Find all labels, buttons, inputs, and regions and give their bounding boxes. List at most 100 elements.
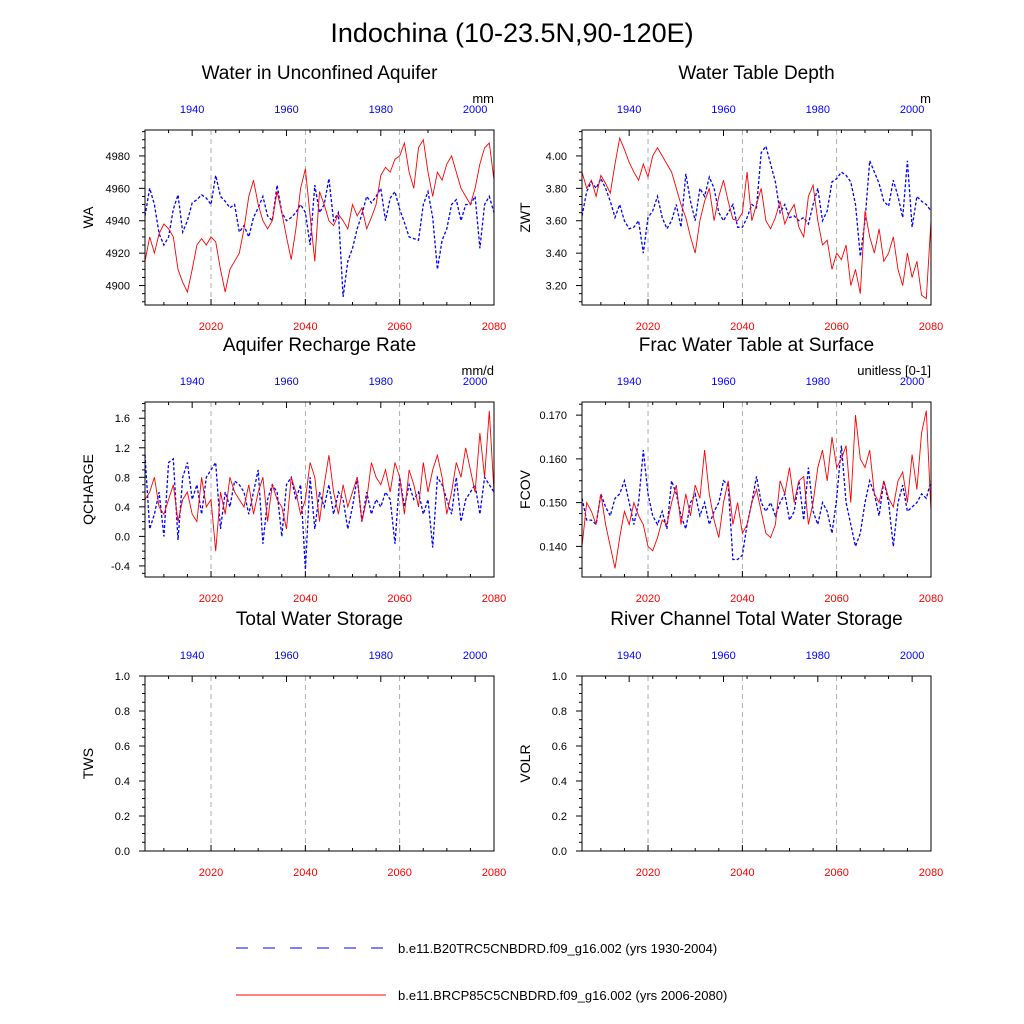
y-tick-label: -0.4: [111, 561, 130, 573]
panel-title: Water in Unconfined Aquifer: [202, 63, 439, 84]
x-top-tick-label: 1960: [711, 376, 735, 388]
series-future-line: [144, 138, 495, 294]
x-top-tick-label: 1940: [617, 650, 641, 662]
x-top-tick-label: 2000: [463, 104, 487, 116]
x-top-tick-label: 1960: [711, 650, 735, 662]
series-future-line: [581, 410, 932, 569]
x-top-tick-label: 1940: [180, 376, 204, 388]
y-tick-label: 0.8: [115, 706, 130, 718]
x-top-tick-label: 1940: [617, 104, 641, 116]
y-tick-label: 0.0: [115, 846, 130, 858]
x-top-tick-label: 2000: [900, 376, 924, 388]
x-bottom-tick-label: 2060: [824, 593, 848, 605]
x-top-tick-label: 1980: [369, 376, 393, 388]
panel-6: River Channel Total Water Storage 2020 204…: [517, 609, 943, 879]
panel-title: Aquifer Recharge Rate: [223, 335, 416, 356]
x-top-tick-label: 1980: [369, 650, 393, 662]
legend-label-historical: b.e11.B20TRC5CNBDRD.f09_g16.002 (yrs 193…: [398, 941, 717, 956]
units-label: mm/d: [462, 363, 495, 378]
x-bottom-tick-label: 2040: [293, 593, 317, 605]
y-tick-label: 0.4: [115, 502, 130, 514]
x-top-tick-label: 1960: [711, 104, 735, 116]
y-tick-label: 0.160: [539, 454, 567, 466]
units-label: m: [920, 91, 931, 106]
y-tick-label: 1.0: [552, 671, 567, 683]
y-axis-label: QCHARGE: [80, 454, 96, 525]
x-top-tick-label: 2000: [900, 650, 924, 662]
panels: Water in Unconfined Aquifer mm 2020 2040 206…: [80, 63, 943, 879]
y-tick-label: 0.4: [115, 776, 130, 788]
y-tick-label: 4.00: [546, 151, 567, 163]
x-bottom-tick-label: 2040: [730, 867, 754, 879]
x-top-tick-label: 2000: [463, 650, 487, 662]
y-tick-label: 1.6: [115, 413, 130, 425]
plot-frame: [581, 401, 932, 578]
x-bottom-tick-label: 2060: [824, 321, 848, 333]
y-tick-label: 3.80: [546, 183, 567, 195]
series-historical-line: [144, 175, 495, 297]
units-label: mm: [472, 91, 494, 106]
legend-item-historical: b.e11.B20TRC5CNBDRD.f09_g16.002 (yrs 193…: [236, 941, 717, 956]
figure-title: Indochina (10-23.5N,90-120E): [330, 18, 693, 48]
x-bottom-tick-label: 2020: [199, 321, 223, 333]
panel-title: Total Water Storage: [236, 609, 403, 630]
x-top-tick-label: 1940: [180, 650, 204, 662]
panel-title: Water Table Depth: [678, 63, 834, 84]
x-bottom-tick-label: 2080: [919, 593, 943, 605]
x-top-tick-label: 1980: [806, 104, 830, 116]
x-bottom-tick-label: 2020: [636, 321, 660, 333]
y-axis-label: VOLR: [517, 744, 533, 782]
x-top-tick-label: 1980: [806, 650, 830, 662]
x-top-tick-label: 1980: [369, 104, 393, 116]
y-tick-label: 0.140: [539, 541, 567, 553]
x-bottom-tick-label: 2020: [636, 593, 660, 605]
series-historical-line: [581, 445, 932, 561]
x-bottom-tick-label: 2040: [293, 867, 317, 879]
y-tick-label: 1.2: [115, 443, 130, 455]
y-axis-label: WA: [80, 206, 96, 229]
x-bottom-tick-label: 2040: [730, 593, 754, 605]
x-bottom-tick-label: 2060: [387, 867, 411, 879]
plot-frame: [144, 129, 495, 306]
panel-4: Frac Water Table at Surface unitless [0-1…: [517, 335, 943, 605]
x-top-tick-label: 1940: [180, 104, 204, 116]
y-tick-label: 4980: [106, 151, 130, 163]
plot-frame: [144, 401, 495, 578]
x-top-tick-label: 1960: [274, 650, 298, 662]
x-bottom-tick-label: 2080: [482, 867, 506, 879]
x-top-tick-label: 2000: [463, 376, 487, 388]
y-tick-label: 3.60: [546, 216, 567, 228]
panel-1: Water in Unconfined Aquifer mm 2020 2040 206…: [80, 63, 506, 333]
series-future-line: [581, 136, 932, 300]
y-tick-label: 4960: [106, 183, 130, 195]
series-historical-line: [581, 144, 932, 257]
legend-label-future: b.e11.BRCP85C5CNBDRD.f09_g16.002 (yrs 20…: [398, 988, 727, 1003]
x-top-tick-label: 2000: [900, 104, 924, 116]
legend: b.e11.B20TRC5CNBDRD.f09_g16.002 (yrs 193…: [236, 941, 727, 1003]
x-bottom-tick-label: 2060: [387, 321, 411, 333]
y-tick-label: 0.0: [115, 531, 130, 543]
x-top-tick-label: 1980: [806, 376, 830, 388]
x-bottom-tick-label: 2020: [199, 593, 223, 605]
y-tick-label: 0.8: [115, 472, 130, 484]
plot-frame: [581, 129, 932, 306]
x-bottom-tick-label: 2080: [482, 593, 506, 605]
y-tick-label: 0.0: [552, 846, 567, 858]
y-tick-label: 0.4: [552, 776, 567, 788]
y-tick-label: 3.40: [546, 248, 567, 260]
y-tick-label: 4940: [106, 216, 130, 228]
y-tick-label: 4900: [106, 281, 130, 293]
panel-3: Aquifer Recharge Rate mm/d 2020 2040 2060 208…: [80, 335, 506, 605]
x-top-tick-label: 1960: [274, 376, 298, 388]
panel-title: River Channel Total Water Storage: [610, 609, 903, 630]
y-axis-label: TWS: [80, 748, 96, 779]
units-label: unitless [0-1]: [857, 363, 931, 378]
y-axis-label: ZWT: [517, 202, 533, 233]
y-tick-label: 0.2: [115, 811, 130, 823]
y-tick-label: 3.20: [546, 281, 567, 293]
x-bottom-tick-label: 2060: [387, 593, 411, 605]
legend-item-future: b.e11.BRCP85C5CNBDRD.f09_g16.002 (yrs 20…: [236, 988, 727, 1003]
x-top-tick-label: 1960: [274, 104, 298, 116]
y-tick-label: 0.150: [539, 498, 567, 510]
x-bottom-tick-label: 2080: [919, 321, 943, 333]
